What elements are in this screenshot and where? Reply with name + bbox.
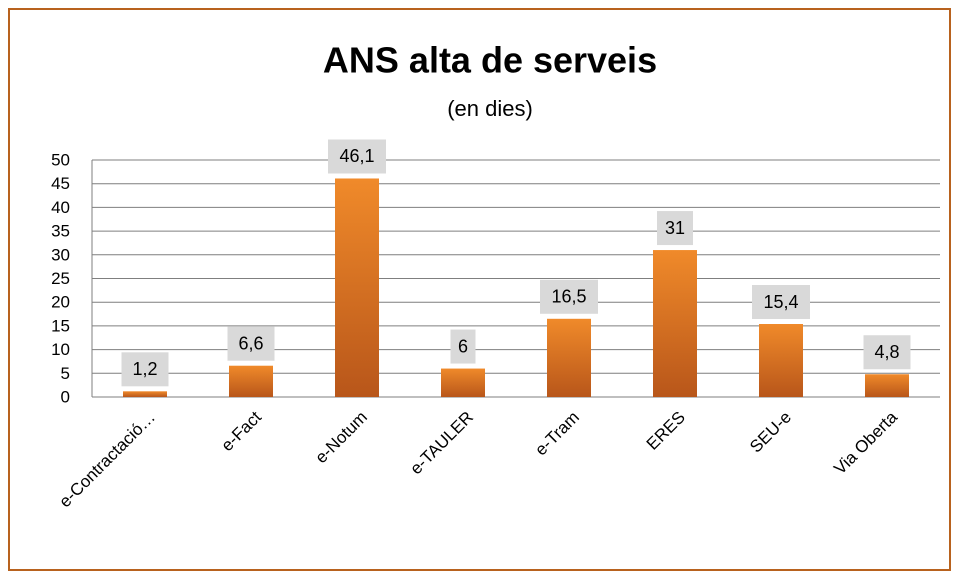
y-tick-label: 0 (61, 387, 70, 406)
value-label-box (863, 335, 911, 370)
y-tick-label: 15 (51, 316, 70, 335)
bar (759, 324, 803, 397)
value-label: 15,4 (763, 292, 798, 312)
bar (865, 374, 909, 397)
bar (547, 318, 591, 397)
value-label: 6 (458, 336, 468, 356)
y-tick-label: 25 (51, 269, 70, 288)
value-label-box (657, 211, 693, 246)
value-label-box (227, 326, 275, 361)
value-label-box (450, 329, 476, 364)
y-tick-label: 45 (51, 174, 70, 193)
y-tick-label: 50 (51, 150, 70, 169)
y-tick-label: 30 (51, 245, 70, 264)
value-label-box (752, 285, 810, 320)
value-label: 1,2 (132, 359, 157, 379)
value-label-box (540, 279, 598, 314)
bar (441, 368, 485, 397)
value-label: 16,5 (551, 287, 586, 307)
value-label: 46,1 (339, 146, 374, 166)
chart-subtitle: (en dies) (447, 96, 533, 121)
value-label-box (328, 139, 386, 174)
chart-title: ANS alta de serveis (323, 40, 657, 81)
bar (229, 365, 273, 397)
value-label: 6,6 (238, 333, 263, 353)
value-label-box (121, 352, 169, 387)
y-tick-label: 20 (51, 293, 70, 312)
y-tick-label: 10 (51, 340, 70, 359)
bar (123, 391, 167, 397)
value-label: 31 (665, 218, 685, 238)
value-label: 4,8 (874, 342, 899, 362)
y-tick-label: 35 (51, 222, 70, 241)
bar (653, 250, 697, 397)
y-tick-label: 40 (51, 198, 70, 217)
bar (335, 178, 379, 397)
y-tick-label: 5 (61, 364, 70, 383)
